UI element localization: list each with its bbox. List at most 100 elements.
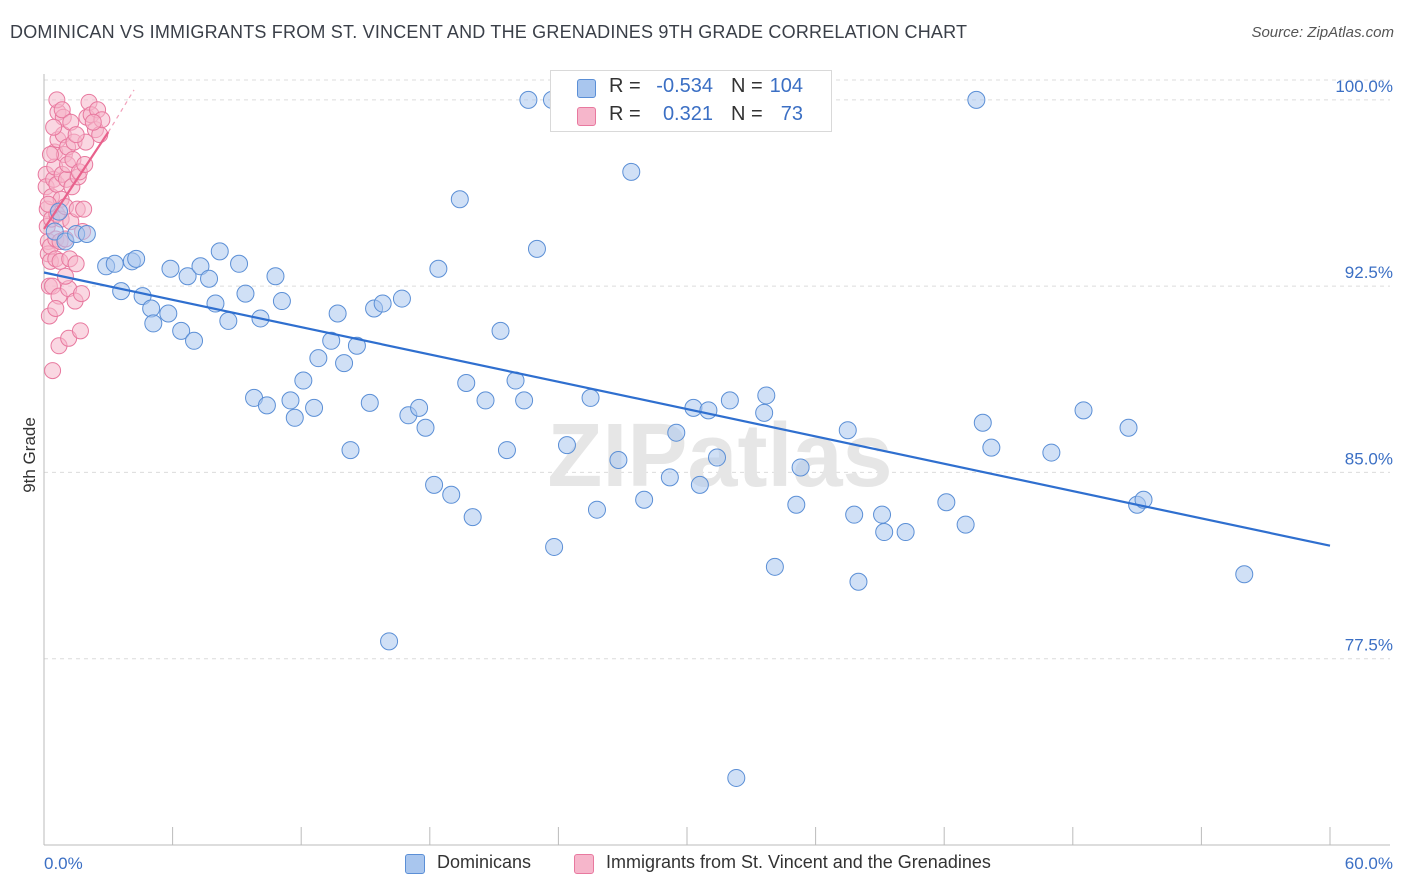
data-point-dominican — [416, 418, 435, 437]
data-point-dominican — [159, 304, 178, 323]
data-point-dominican — [429, 259, 448, 278]
trend-line-svg — [43, 131, 110, 230]
data-point-dominican — [1235, 565, 1254, 584]
legend-label: Immigrants from St. Vincent and the Gren… — [606, 852, 991, 872]
data-point-dominican — [305, 398, 324, 417]
data-point-dominican — [285, 408, 304, 427]
data-point-dominican — [144, 314, 163, 333]
r-label: R = — [609, 103, 641, 125]
data-point-dominican — [191, 257, 210, 276]
data-point-dominican — [587, 500, 606, 519]
data-point-dominican — [708, 448, 727, 467]
data-point-dominican — [727, 768, 746, 787]
data-point-dominican — [787, 495, 806, 514]
data-point-dominican — [335, 354, 354, 373]
data-point-dominican — [200, 269, 219, 288]
data-point-dominican — [757, 386, 776, 405]
data-point-dominican — [497, 441, 516, 460]
data-point-dominican — [527, 239, 546, 258]
legend-swatch-pink — [574, 854, 594, 874]
data-point-dominican — [294, 371, 313, 390]
data-point-dominican — [519, 90, 538, 109]
data-point-dominican — [875, 523, 894, 542]
data-point-dominican — [690, 475, 709, 494]
data-point-dominican — [873, 505, 892, 524]
n-label: N = — [731, 103, 763, 125]
data-point-dominican — [450, 190, 469, 209]
stats-row-dominicans: R = -0.534 N = 104 — [551, 73, 831, 101]
data-point-svg — [84, 113, 102, 131]
n-value: 73 — [780, 103, 803, 125]
data-point-svg — [44, 362, 62, 380]
source-credit: Source: ZipAtlas.com — [1251, 24, 1394, 41]
data-point-dominican — [849, 572, 868, 591]
data-point-dominican — [230, 254, 249, 273]
data-point-dominican — [266, 267, 285, 286]
n-value: 104 — [769, 75, 803, 97]
y-tick-label: 85.0% — [1345, 449, 1393, 468]
data-point-dominican — [937, 493, 956, 512]
legend-swatch-pink — [577, 107, 596, 126]
n-label: N = — [731, 75, 763, 97]
data-point-dominican — [341, 441, 360, 460]
stats-row-svg: R = 0.321 N = 73 — [551, 101, 831, 129]
data-point-dominican — [956, 515, 975, 534]
data-point-dominican — [272, 292, 291, 311]
data-point-dominican — [1042, 443, 1061, 462]
r-value: -0.534 — [656, 75, 713, 97]
y-tick-label: 92.5% — [1345, 263, 1393, 282]
data-point-dominican — [347, 336, 366, 355]
data-point-dominican — [185, 331, 204, 350]
data-point-svg — [41, 146, 59, 164]
data-point-dominican — [755, 403, 774, 422]
chart-title: DOMINICAN VS IMMIGRANTS FROM ST. VINCENT… — [10, 22, 968, 42]
r-label: R = — [609, 75, 641, 97]
data-point-dominican — [50, 202, 69, 221]
data-point-dominican — [684, 398, 703, 417]
data-point-dominican — [219, 311, 238, 330]
data-point-dominican — [257, 396, 276, 415]
data-point-dominican — [515, 391, 534, 410]
data-point-svg — [45, 118, 63, 136]
data-point-dominican — [622, 162, 641, 181]
data-point-svg — [67, 255, 85, 273]
data-point-dominican — [973, 413, 992, 432]
data-point-dominican — [896, 523, 915, 542]
data-point-dominican — [1074, 401, 1093, 420]
data-point-dominican — [982, 438, 1001, 457]
data-point-dominican — [309, 349, 328, 368]
data-point-dominican — [281, 391, 300, 410]
data-point-svg — [71, 322, 89, 340]
data-point-dominican — [1119, 418, 1138, 437]
data-point-dominican — [127, 249, 146, 268]
y-axis-label: 9th Grade — [20, 417, 39, 493]
data-point-svg — [73, 285, 91, 303]
data-point-svg — [75, 200, 93, 218]
data-point-dominican — [581, 388, 600, 407]
data-point-dominican — [105, 254, 124, 273]
legend-swatch-blue — [577, 79, 596, 98]
tick-labels: 77.5% 85.0% 92.5% 100.0% 0.0% 60.0% — [44, 77, 1393, 873]
trend-line-dominicans — [43, 271, 1331, 547]
r-value: 0.321 — [662, 103, 713, 125]
data-point-dominican — [660, 468, 679, 487]
data-point-dominican — [77, 224, 96, 243]
data-point-dominican — [425, 475, 444, 494]
data-point-dominican — [373, 294, 392, 313]
data-point-dominican — [845, 505, 864, 524]
y-tick-label: 77.5% — [1345, 636, 1393, 655]
legend-swatch-blue — [405, 854, 425, 874]
data-point-dominican — [410, 398, 429, 417]
data-point-dominican — [765, 557, 784, 576]
data-point-dominican — [322, 331, 341, 350]
data-point-dominican — [463, 508, 482, 527]
data-point-dominican — [172, 321, 191, 340]
data-point-dominican — [476, 391, 495, 410]
data-point-dominican — [328, 304, 347, 323]
data-point-dominican — [142, 299, 161, 318]
data-point-dominican — [635, 490, 654, 509]
data-point-dominican — [720, 391, 739, 410]
trend-lines — [43, 89, 1331, 547]
data-point-dominican — [360, 393, 379, 412]
